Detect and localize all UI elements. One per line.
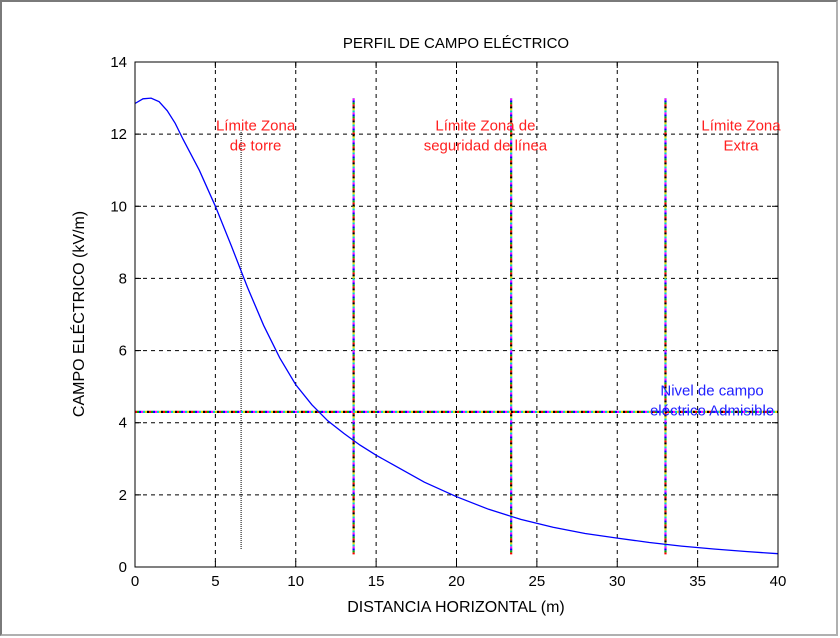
annotation-line: Extra	[724, 138, 760, 155]
annotation-line: Nivel de campo	[660, 383, 763, 400]
x-tick-label: 40	[770, 573, 787, 590]
annotation-line: eléctrico Admisible	[650, 403, 774, 420]
x-axis-label: DISTANCIA HORIZONTAL (m)	[347, 599, 564, 616]
axis-ticks: 0 5 10 15 20 25 30 35 40 0 2 4 6 8 10 12 14	[110, 54, 786, 590]
y-tick-label: 8	[119, 270, 127, 287]
chart-title: PERFIL DE CAMPO ELÉCTRICO	[343, 35, 569, 52]
annotation-label: Límite Zona de seguridad de línea	[424, 118, 548, 155]
annotation-label: Nivel de campo eléctrico Admisible	[650, 383, 774, 420]
y-tick-label: 14	[110, 54, 127, 71]
x-tick-label: 25	[529, 573, 546, 590]
y-tick-label: 12	[110, 126, 127, 143]
x-tick-label: 10	[287, 573, 304, 590]
y-tick-label: 0	[119, 559, 127, 576]
field-profile-line	[134, 97, 779, 555]
annotation-line: de torre	[230, 138, 282, 155]
series-group	[134, 97, 779, 555]
annotation-label: Límite Zona Extra	[701, 118, 781, 155]
x-tick-label: 0	[131, 573, 139, 590]
x-tick-label: 30	[609, 573, 626, 590]
annotation-line: seguridad de línea	[424, 138, 548, 155]
y-tick-label: 10	[110, 198, 127, 215]
y-axis-label: CAMPO ELÉCTRICO (kV/m)	[69, 211, 88, 417]
annotation-line: Límite Zona	[701, 118, 781, 135]
annotation-line: Límite Zona	[216, 118, 296, 135]
x-tick-label: 15	[368, 573, 385, 590]
plot-area	[135, 62, 778, 567]
y-tick-label: 6	[119, 343, 127, 360]
annotations: Límite Zona de torre Límite Zona de segurid…	[216, 118, 781, 420]
annotation-line: Límite Zona de	[435, 118, 535, 135]
y-tick-label: 2	[119, 487, 127, 504]
x-tick-label: 35	[689, 573, 706, 590]
y-tick-label: 4	[119, 415, 127, 432]
x-tick-label: 20	[448, 573, 465, 590]
grid-lines	[135, 62, 778, 567]
x-tick-label: 5	[211, 573, 219, 590]
zone-markers	[135, 98, 778, 555]
annotation-label: Límite Zona de torre	[216, 118, 296, 155]
